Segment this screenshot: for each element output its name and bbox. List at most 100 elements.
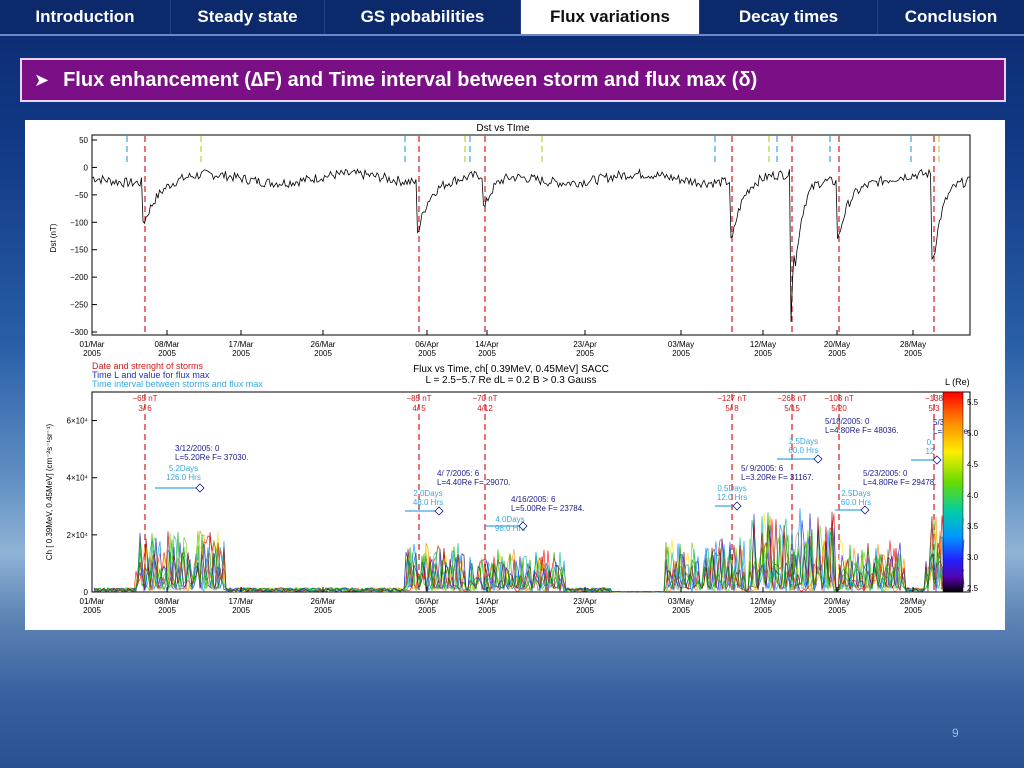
annotation-interval: 4.0Days xyxy=(495,515,524,524)
colorbar xyxy=(942,391,964,593)
flux-trace xyxy=(93,516,965,593)
top-x-tick-year: 2005 xyxy=(232,349,250,358)
bottom-x-tick-year: 2005 xyxy=(754,606,772,615)
delta-lower-symbol: δ xyxy=(738,68,751,91)
storm-date-label: 5/ 8 xyxy=(725,404,739,413)
top-x-tick-label: 03/May xyxy=(668,340,694,349)
top-x-tick-year: 2005 xyxy=(83,349,101,358)
annotation-text: L=3.20Re F= 31167. xyxy=(741,473,814,482)
tab-flux-variations[interactable]: Flux variations xyxy=(521,0,700,34)
bottom-panel-ylabel: Ch [ 0.39MeV, 0.45MeV] (cm⁻²s⁻¹sr⁻¹) xyxy=(45,423,54,560)
top-event-lines xyxy=(126,136,940,334)
top-panel-title: Dst vs TIme xyxy=(476,123,530,134)
annotation-interval: 12.0 Hrs xyxy=(717,493,747,502)
top-y-tick-label: −100 xyxy=(70,218,89,227)
tab-steady-state[interactable]: Steady state xyxy=(171,0,325,34)
annotation-text: 3/12/2005: 0 xyxy=(175,444,220,453)
annotation-text: 5/18/2005: 0 xyxy=(825,417,870,426)
figure-svg: Dst vs TIme Dst (nT) 50 0 −50 −100 −150 −200 −… xyxy=(45,123,979,615)
top-y-tick-label: 50 xyxy=(79,136,88,145)
colorbar-title: L (Re) xyxy=(945,377,970,387)
top-x-tick-label: 28/May xyxy=(900,340,926,349)
bottom-x-tick-year: 2005 xyxy=(576,606,594,615)
top-y-tick-label: 0 xyxy=(84,163,89,172)
flux-max-marker xyxy=(518,521,528,531)
bottom-y-ticks: 6×10⁴ 4×10⁴ 2×10⁴ 0 xyxy=(67,417,97,597)
storm-date-label: 5/15 xyxy=(784,404,800,413)
bottom-x-ticks: 01/Mar200508/Mar200517/Mar200526/Mar2005… xyxy=(80,587,926,615)
tab-decay-times[interactable]: Decay times xyxy=(700,0,878,34)
bottom-x-tick-year: 2005 xyxy=(478,606,496,615)
bottom-x-tick-label: 28/May xyxy=(900,597,926,606)
nav-bar: Introduction Steady state GS pobabilitie… xyxy=(0,0,1024,34)
bullet-arrow-icon: ➤ xyxy=(34,69,50,90)
title-part-3: ) xyxy=(750,68,758,91)
storm-dst-label: −263 nT xyxy=(777,394,807,403)
annotation-interval: 126.0 Hrs xyxy=(166,473,201,482)
top-x-tick-year: 2005 xyxy=(478,349,496,358)
bottom-x-tick-year: 2005 xyxy=(158,606,176,615)
flux-traces xyxy=(93,508,965,593)
annotation-text: 4/ 7/2005: 6 xyxy=(437,469,480,478)
top-x-tick-year: 2005 xyxy=(418,349,436,358)
bottom-x-tick-year: 2005 xyxy=(232,606,250,615)
top-y-tick-label: −250 xyxy=(70,301,89,310)
top-y-tick-label: −300 xyxy=(70,328,89,337)
top-panel-ylabel: Dst (nT) xyxy=(49,223,58,252)
annotation-interval: 96.0 Hrs xyxy=(495,524,525,533)
title-part-1: Flux enhancement ( xyxy=(63,68,251,91)
bottom-x-tick-year: 2005 xyxy=(828,606,846,615)
bottom-y-tick-label: 2×10⁴ xyxy=(67,531,89,540)
bottom-x-tick-label: 17/Mar xyxy=(229,597,254,606)
annotation-text: L=5.20Re F= 37030. xyxy=(175,453,248,462)
slide-title: Flux enhancement (∆F) and Time interval … xyxy=(63,69,757,92)
top-x-tick-label: 12/May xyxy=(750,340,776,349)
colorbar-tick-label: 2.5 xyxy=(967,584,979,593)
bottom-x-tick-label: 26/Mar xyxy=(311,597,336,606)
colorbar-tick-label: 3.0 xyxy=(967,553,979,562)
annotation-interval: 60.0 Hrs xyxy=(788,446,818,455)
bottom-x-tick-label: 08/Mar xyxy=(155,597,180,606)
storm-date-label: 4/ 5 xyxy=(412,404,426,413)
annotation-text: 5/31/ xyxy=(933,418,952,427)
top-y-tick-label: −200 xyxy=(70,273,89,282)
top-x-tick-label: 08/Mar xyxy=(155,340,180,349)
top-x-tick-label: 20/May xyxy=(824,340,850,349)
top-x-tick-label: 14/Apr xyxy=(475,340,499,349)
top-y-tick-label: −150 xyxy=(70,246,89,255)
annotation-interval: 5.2Days xyxy=(169,464,198,473)
tab-conclusion[interactable]: Conclusion xyxy=(904,7,998,26)
storm-date-label: 4/12 xyxy=(477,404,493,413)
legend-flux-max: Time L and value for flux max xyxy=(92,370,210,380)
bottom-x-tick-year: 2005 xyxy=(418,606,436,615)
top-x-tick-year: 2005 xyxy=(904,349,922,358)
storm-dst-label: −85 nT xyxy=(406,394,431,403)
bottom-x-tick-label: 23/Apr xyxy=(573,597,597,606)
storm-dst-label: −138 xyxy=(925,394,944,403)
colorbar-tick-label: 4.0 xyxy=(967,491,979,500)
bottom-y-tick-label: 6×10⁴ xyxy=(67,417,89,426)
bottom-x-tick-label: 06/Apr xyxy=(415,597,439,606)
bottom-y-tick-label: 4×10⁴ xyxy=(67,474,89,483)
annotation-text: 4/16/2005: 6 xyxy=(511,495,556,504)
slide-title-box: ➤ Flux enhancement (∆F) and Time interva… xyxy=(20,58,1006,102)
bottom-x-tick-year: 2005 xyxy=(904,606,922,615)
storm-date-label: 5/20 xyxy=(831,404,847,413)
storm-dst-label: −127 nT xyxy=(717,394,747,403)
top-y-ticks: 50 0 −50 −100 −150 −200 −250 −300 xyxy=(70,136,97,337)
figure-panel: Dst vs TIme Dst (nT) 50 0 −50 −100 −150 −200 −… xyxy=(25,120,1005,630)
annotation-text: L=4.80Re F= 48036. xyxy=(825,426,898,435)
colorbar-tick-label: 4.5 xyxy=(967,460,979,469)
top-x-tick-label: 06/Apr xyxy=(415,340,439,349)
top-x-tick-year: 2005 xyxy=(754,349,772,358)
storm-labels: −65 nT3/ 6 −85 nT4/ 5 −70 nT4/12 −127 nT5/ … xyxy=(132,394,943,413)
flux-max-marker xyxy=(860,505,870,515)
tab-introduction[interactable]: Introduction xyxy=(0,0,171,34)
annotation-text: 5/23/2005: 0 xyxy=(863,469,908,478)
legend-storms: Date and strenght of storms xyxy=(92,361,204,371)
top-panel-frame xyxy=(91,134,971,336)
annotation-interval: 0.5Days xyxy=(717,484,746,493)
page-number: 9 xyxy=(952,726,959,740)
tab-gs-probabilities[interactable]: GS pobabilities xyxy=(325,0,521,34)
top-x-tick-year: 2005 xyxy=(576,349,594,358)
